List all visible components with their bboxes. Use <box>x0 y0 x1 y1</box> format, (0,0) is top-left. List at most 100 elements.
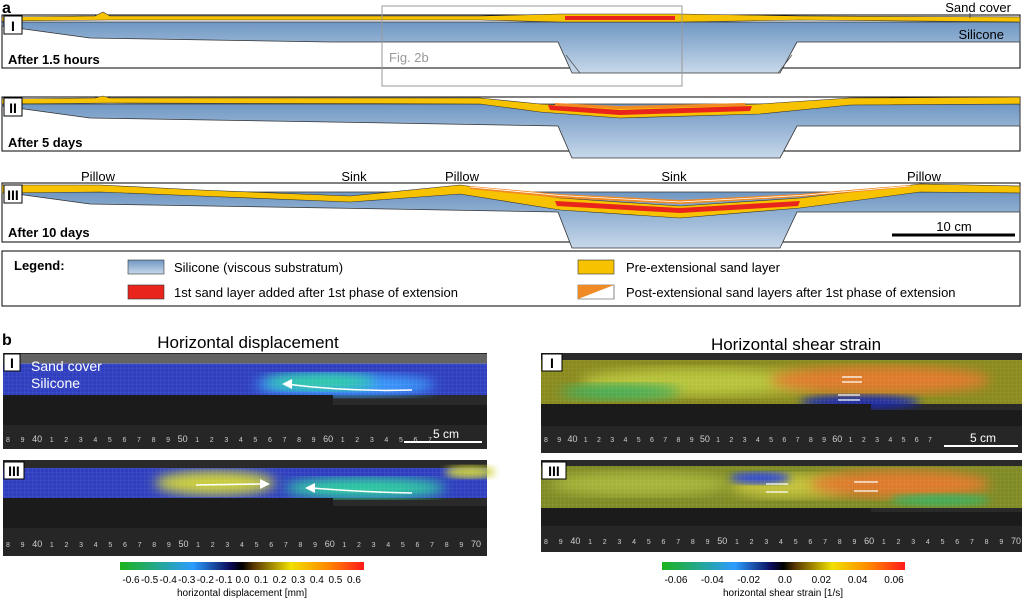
ruler-tick-label: 8 <box>152 542 156 549</box>
ruler-tick-label: 8 <box>445 542 449 549</box>
stage-3-time: After 10 days <box>8 225 90 240</box>
ruler-tick-label: 8 <box>6 437 10 444</box>
stage-3-white-lines <box>469 185 911 203</box>
stage-3-pillow-right: Pillow <box>907 169 942 184</box>
shear-I-badge <box>541 353 563 372</box>
panel-b-label: b <box>2 332 12 349</box>
colorbar-tick-label: -0.3 <box>178 575 196 586</box>
ruler-tick-label: 2 <box>211 542 215 549</box>
disp-III-silicone-dark <box>3 498 333 528</box>
ruler-tick-label: 9 <box>559 539 563 546</box>
shear-image-I: 8 9 40 1 2 3 4 5 6 7 8 9 50 1 2 3 4 5 6 7 8 9 60 1 2 3 4 5 6 7 I 5 cm <box>541 353 1022 453</box>
stage-1-arrow-left <box>565 54 581 74</box>
disp-image-III: 8 9 40 1 2 3 4 5 6 7 8 9 50 1 2 3 4 5 6 7 8 9 60 1 2 3 4 5 6 7 8 9 70 II… <box>3 460 495 556</box>
colorbar-tick-label: -0.4 <box>160 575 178 586</box>
stage-1-roman: I <box>11 18 15 34</box>
ruler-tick-label: 60 <box>325 539 335 549</box>
ruler-tick-label: 7 <box>928 437 932 444</box>
ruler-tick-label: 9 <box>21 437 25 444</box>
ruler-tick-label: 9 <box>312 437 316 444</box>
ruler-tick-label: 6 <box>650 437 654 444</box>
colorbar-right-ticks: -0.06 -0.04 -0.02 0.0 0.02 0.04 0.06 <box>665 575 905 586</box>
ruler-tick-label: 9 <box>166 437 170 444</box>
ruler-tick-label: 8 <box>6 542 10 549</box>
ruler-tick-label: 3 <box>225 542 229 549</box>
legend-swatch-silicone <box>127 259 165 275</box>
ruler-tick-label: 5 <box>794 539 798 546</box>
stage-2-red-layer <box>548 105 752 115</box>
ruler-tick-label: 8 <box>544 437 548 444</box>
disp-I-ruler <box>3 425 487 449</box>
ruler-tick-label: 6 <box>413 437 417 444</box>
ruler-tick-label: 6 <box>782 437 786 444</box>
ruler-tick-label: 6 <box>662 539 666 546</box>
ruler-tick-label: 5 <box>255 542 259 549</box>
legend-text-yellow: Pre-extensional sand layer <box>626 260 781 275</box>
stage-1-time: After 1.5 hours <box>8 52 100 67</box>
disp-I-arrowhead <box>282 379 292 389</box>
ruler-tick-label: 9 <box>557 437 561 444</box>
ruler-tick-label: 40 <box>32 539 42 549</box>
ruler-tick-label: 1 <box>716 437 720 444</box>
ruler-tick-label: 6 <box>269 542 273 549</box>
ruler-tick-label: 1 <box>342 542 346 549</box>
stage-3-roman: III <box>7 187 19 203</box>
ruler-tick-label: 60 <box>864 536 874 546</box>
ruler-tick-label: 5 <box>637 437 641 444</box>
stage-3-pillow-left: Pillow <box>81 169 116 184</box>
shear-III-couple-left <box>766 483 788 493</box>
shear-III-basin-dark <box>871 512 1022 526</box>
ruler-tick-label: 3 <box>617 539 621 546</box>
colorbar-tick-label: 0.04 <box>848 575 868 586</box>
disp-III-roman: III <box>8 463 20 479</box>
ruler-tick-label: 4 <box>779 539 783 546</box>
ruler-tick-label: 9 <box>706 539 710 546</box>
colorbar-right-label: horizontal shear strain [1/s] <box>723 588 843 599</box>
ruler-tick-label: 1 <box>195 437 199 444</box>
stage-2: II After 5 days <box>1 95 1021 159</box>
ruler-tick-label: 8 <box>676 437 680 444</box>
stage-3-sink-left: Sink <box>341 169 367 184</box>
disp-I-roman: I <box>10 355 14 371</box>
ruler-tick-label: 6 <box>122 437 126 444</box>
stage-3-badge <box>3 184 23 204</box>
ruler-tick-label: 5 <box>253 437 257 444</box>
stage-2-orange-layer <box>555 103 746 109</box>
colorbar-tick-label: 0.0 <box>778 575 792 586</box>
ruler-tick-label: 6 <box>123 542 127 549</box>
ruler-tick-label: 60 <box>832 434 842 444</box>
disp-I-sand-band <box>3 354 487 364</box>
ruler-tick-label: 4 <box>240 542 244 549</box>
ruler-tick-label: 1 <box>196 542 200 549</box>
shear-III-silicone-dark <box>541 508 871 526</box>
disp-I-arrow <box>284 383 413 392</box>
disp-I-silicone: Silicone <box>31 375 80 391</box>
ruler-tick-label: 50 <box>700 434 710 444</box>
ruler-tick-label: 3 <box>764 539 768 546</box>
colorbar-tick-label: -0.02 <box>737 575 760 586</box>
ruler-tick-label: 3 <box>610 437 614 444</box>
shear-I-grid <box>541 360 1022 404</box>
shear-I-ruler <box>541 426 1022 453</box>
ruler-tick-label: 5 <box>108 437 112 444</box>
stage-3-sink-center: Sink <box>661 169 687 184</box>
stage-1-arrow-right <box>777 54 793 74</box>
disp-III-ruler-labels: 8 9 40 1 2 3 4 5 6 7 8 9 50 1 2 3 4 5 6 7 8 9 60 1 2 3 4 5 6 7 8 9 70 <box>6 539 481 549</box>
ruler-tick-label: 2 <box>897 539 901 546</box>
ruler-tick-label: 9 <box>999 539 1003 546</box>
colorbar-left-bar <box>120 562 364 570</box>
ruler-tick-label: 7 <box>138 542 142 549</box>
ruler-tick-label: 4 <box>623 437 627 444</box>
disp-III-ruler <box>3 528 487 556</box>
disp-I-sand-cover: Sand cover <box>31 358 102 374</box>
ruler-tick-label: 9 <box>822 437 826 444</box>
colorbar-tick-label: -0.06 <box>665 575 688 586</box>
shear-I-silicone-dark <box>541 404 871 426</box>
ruler-tick-label: 8 <box>152 437 156 444</box>
disp-I-silicone-dark <box>3 395 333 425</box>
ruler-tick-label: 5 <box>769 437 773 444</box>
ruler-tick-label: 7 <box>970 539 974 546</box>
stage-2-badge <box>3 97 23 117</box>
stage-1-red-layer <box>565 16 675 20</box>
ruler-tick-label: 1 <box>584 437 588 444</box>
